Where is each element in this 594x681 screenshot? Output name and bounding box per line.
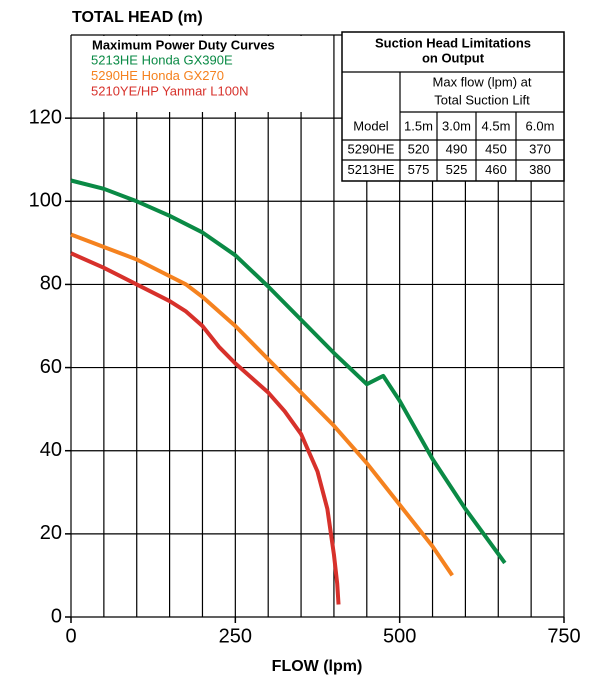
x-tick-label: 750 xyxy=(547,625,580,647)
table-header: 6.0m xyxy=(526,118,555,133)
legend-box xyxy=(80,36,330,112)
line-series xyxy=(70,232,454,577)
y-tick-label: 60 xyxy=(40,356,62,378)
table-cell: 450 xyxy=(485,141,507,156)
y-axis-title: TOTAL HEAD (m) xyxy=(72,9,203,26)
table-header: 3.0m xyxy=(442,118,471,133)
table-header: 1.5m xyxy=(404,118,433,133)
line-series xyxy=(70,251,341,605)
y-tick-label: 120 xyxy=(29,106,62,128)
line-series xyxy=(70,178,507,565)
legend-entry: 5213HE Honda GX390E xyxy=(91,52,233,67)
table-box xyxy=(341,31,565,182)
table-cell: 520 xyxy=(408,141,430,156)
table-cell: 5213HE xyxy=(348,162,395,177)
x-tick-label: 250 xyxy=(219,625,252,647)
table-title: Suction Head Limitations xyxy=(375,35,531,50)
y-tick-label: 20 xyxy=(40,522,62,544)
y-tick-label: 40 xyxy=(40,439,62,461)
y-tick-label: 0 xyxy=(51,605,62,627)
x-tick-label: 0 xyxy=(65,625,76,647)
table-cell: 380 xyxy=(529,162,551,177)
table-cell: 525 xyxy=(446,162,468,177)
y-tick-label: 100 xyxy=(29,190,62,212)
table-title: on Output xyxy=(422,50,485,65)
table-header: Model xyxy=(353,118,389,133)
table-cell: 5290HE xyxy=(348,141,395,156)
table-cell: 460 xyxy=(485,162,507,177)
table-cell: 490 xyxy=(446,141,468,156)
table-header: 4.5m xyxy=(482,118,511,133)
table-subtitle: Total Suction Lift xyxy=(434,92,530,107)
legend-title: Maximum Power Duty Curves xyxy=(92,37,275,52)
legend-entry: 5290HE Honda GX270 xyxy=(91,68,224,83)
table-cell: 370 xyxy=(529,141,551,156)
table-subtitle: Max flow (lpm) at xyxy=(433,74,532,89)
table-cell: 575 xyxy=(408,162,430,177)
x-tick-label: 500 xyxy=(383,625,416,647)
y-tick-label: 80 xyxy=(40,273,62,295)
x-axis-title: FLOW (lpm) xyxy=(272,658,363,675)
legend-entry: 5210YE/HP Yanmar L100N xyxy=(91,83,249,98)
